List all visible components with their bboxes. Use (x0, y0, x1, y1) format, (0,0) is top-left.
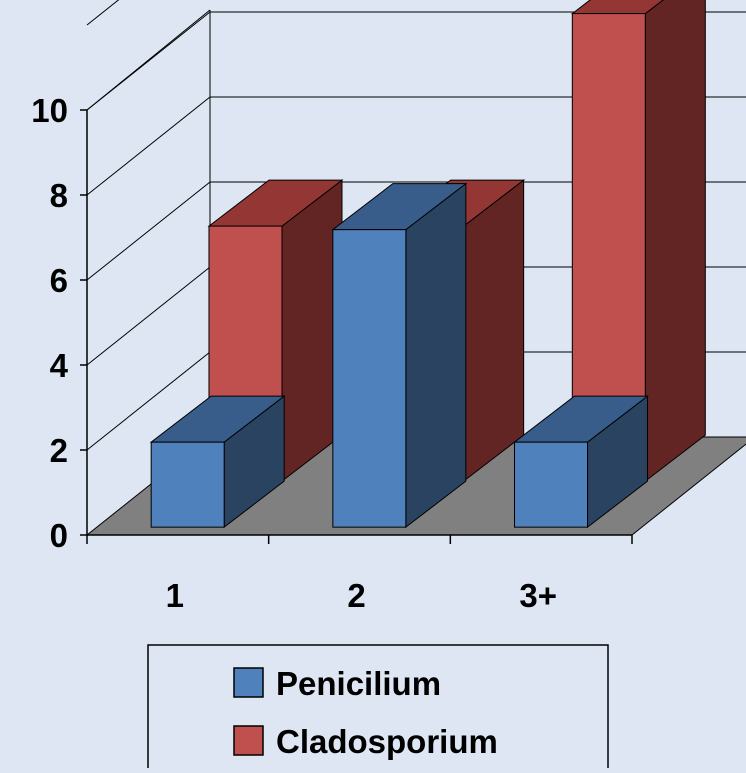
y-tick-label: 0 (50, 517, 68, 554)
y-tick-label: 4 (50, 347, 69, 384)
gridline-side (86, 0, 120, 26)
x-tick-label: 1 (166, 577, 184, 614)
legend-box (147, 644, 609, 772)
legend-label-penicilium: Penicilium (276, 665, 441, 702)
bar-penicilium-2 (332, 229, 407, 528)
x-tick-label: 2 (347, 577, 365, 614)
gridline-side (86, 9, 211, 111)
y-tick-label: 6 (50, 262, 68, 299)
bars (149, 0, 706, 529)
legend: Penicilium Cladosporium (147, 644, 609, 772)
bar-side-cladosporium (644, 0, 706, 483)
y-tick-label: 8 (50, 177, 68, 214)
y-tick-label: 2 (50, 432, 68, 469)
bar-penicilium-1 (150, 441, 225, 528)
gridline-side (86, 96, 211, 196)
bar-side-penicilium (405, 182, 467, 529)
bar-penicilium-3+ (514, 441, 589, 528)
legend-label-cladosporium: Cladosporium (276, 723, 498, 760)
gridline-side (86, 181, 211, 281)
legend-swatch-cladosporium (233, 725, 264, 756)
y-tick-labels: 0 2 4 6 8 10 (31, 92, 68, 554)
gridline-side (86, 266, 211, 366)
bar-side-cladosporium (463, 179, 525, 483)
axes (80, 109, 633, 544)
x-tick-labels: 1 2 3+ (166, 577, 557, 614)
x-tick-label: 3+ (519, 577, 557, 614)
y-tick-label: 10 (31, 92, 68, 129)
legend-swatch-penicilium (233, 667, 264, 698)
gridline-side (86, 351, 211, 451)
